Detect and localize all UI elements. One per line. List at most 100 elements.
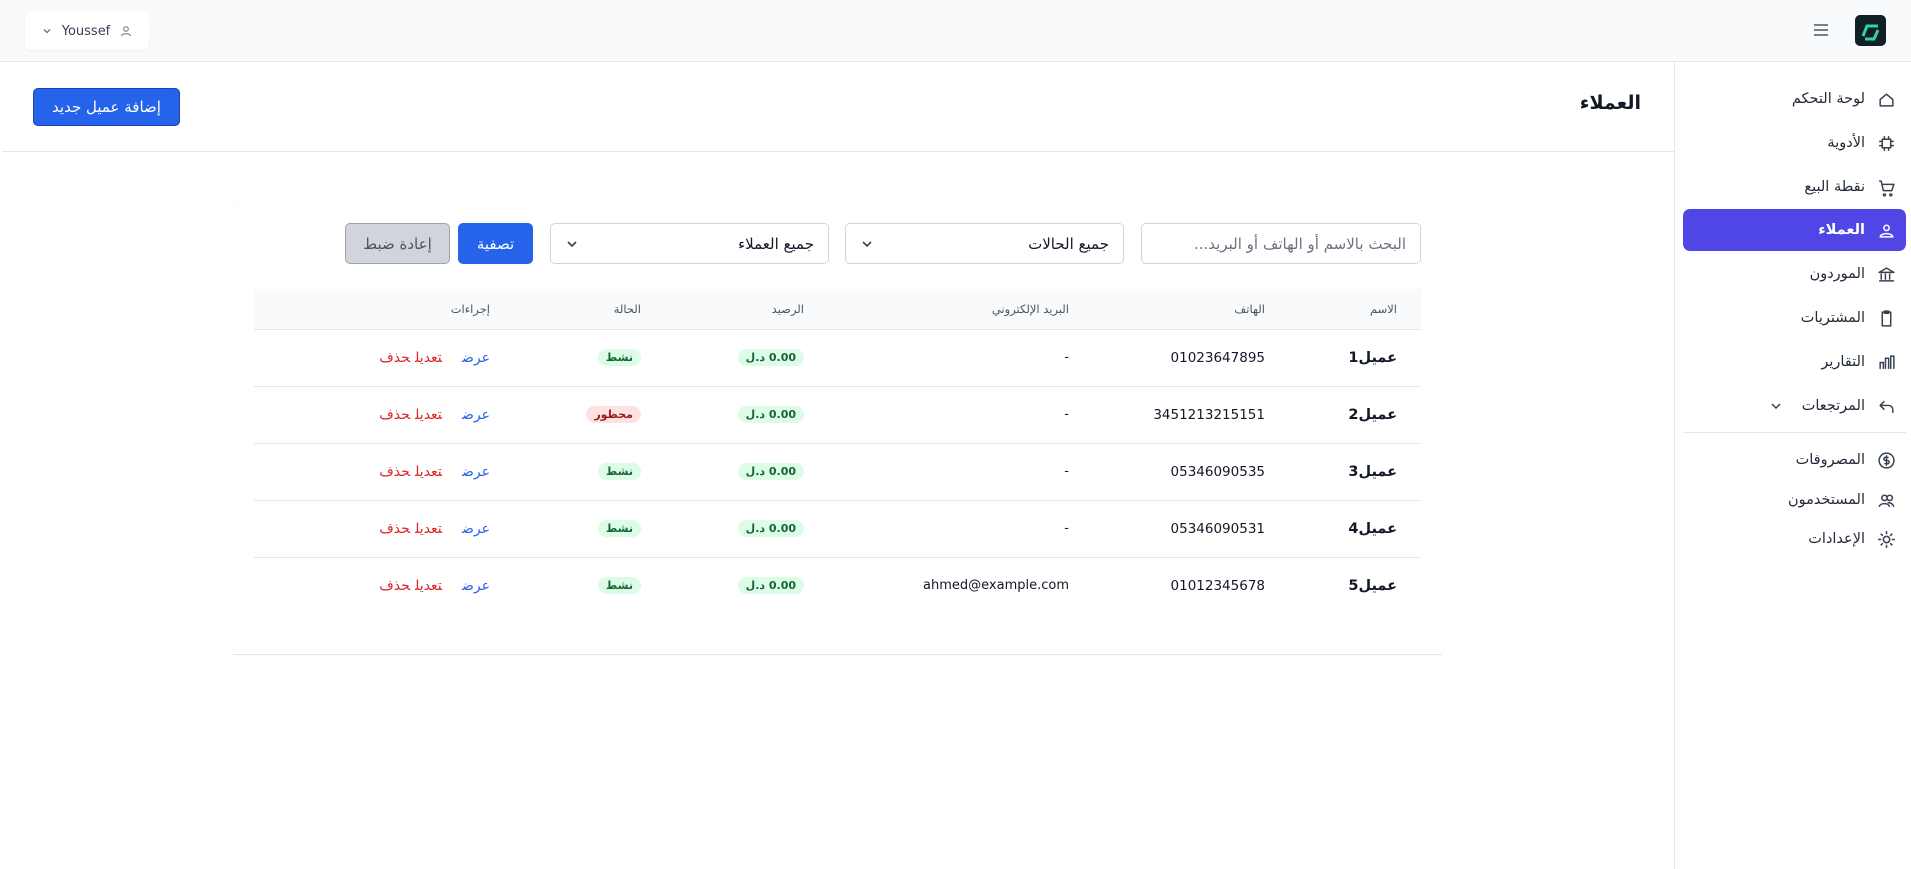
nav-item[interactable]: الأدوية	[1683, 122, 1906, 164]
chevron	[1771, 403, 1781, 410]
delete-link[interactable]: حذف	[379, 349, 411, 366]
actions-cell: عرض تعديلحذف	[254, 385, 514, 443]
nav-item[interactable]: التقارير	[1683, 341, 1906, 383]
table-row: عميل4 05346090531- 0.00 د.ل نشط عرض تعديلحذف	[254, 499, 1421, 557]
reset-button[interactable]: إعادة ضبط	[345, 223, 450, 264]
status-select[interactable]: جميع الحالات	[845, 223, 1124, 264]
view-link[interactable]: عرض	[462, 577, 490, 594]
nav-label: لوحة التحكم	[1791, 91, 1865, 107]
delete-link[interactable]: حذف	[379, 406, 411, 423]
view-link[interactable]: عرض	[462, 349, 490, 366]
delete-link[interactable]: حذف	[379, 520, 411, 537]
nav-label: المرتجعات	[1801, 398, 1865, 414]
nav-item[interactable]: نقطة البيع	[1683, 166, 1906, 208]
status-badge: نشط	[597, 520, 641, 537]
search-input[interactable]: البحث بالاسم أو الهاتف أو البريد...	[1141, 223, 1421, 264]
customer-phone: 05346090531	[1093, 499, 1289, 557]
nav-label: المشتريات	[1800, 310, 1865, 326]
edit-link[interactable]: تعديل	[415, 577, 443, 594]
top-bar: Youssef	[0, 0, 1911, 62]
view-link[interactable]: عرض	[462, 406, 490, 423]
sidebar: لوحة التحكم الأدوية نقطة البيع العملاء المور…	[1674, 62, 1911, 869]
nav-item[interactable]: المستخدمون	[1683, 479, 1906, 521]
user-menu[interactable]: Youssef	[25, 12, 149, 50]
edit-link[interactable]: تعديل	[415, 463, 443, 480]
nav-item[interactable]: المصروفات	[1683, 439, 1906, 481]
icon-shape	[1879, 135, 1894, 151]
customer-email: -	[828, 385, 1093, 443]
table-row: عميل5 01012345678 ahmed@example.com 0.00 د.…	[254, 556, 1421, 614]
icon-shape	[1878, 266, 1895, 282]
delete-link[interactable]: حذف	[379, 463, 411, 480]
nav-icon	[1878, 266, 1895, 282]
nav-label: العملاء	[1818, 222, 1865, 238]
edit-link[interactable]: تعديل	[415, 520, 443, 537]
menu-toggle[interactable]	[1812, 21, 1830, 39]
balance-cell: 0.00 د.ل	[665, 556, 828, 614]
balance-badge: 0.00 د.ل	[737, 349, 804, 366]
nav-icon	[1878, 451, 1895, 469]
status-badge: محظور	[586, 406, 641, 423]
customer-select[interactable]: جميع العملاء	[550, 223, 829, 264]
icon-shape	[1879, 354, 1895, 369]
nav-icon	[1879, 354, 1895, 369]
add-customer-button[interactable]: إضافة عميل جديد	[33, 88, 180, 126]
balance-cell: 0.00 د.ل	[665, 442, 828, 500]
status-cell: نشط	[514, 556, 665, 614]
nav-icon	[1879, 135, 1894, 151]
column-header: الحالة	[514, 289, 665, 329]
nav-item[interactable]: الموردون	[1683, 253, 1906, 295]
column-header: الرصيد	[665, 289, 828, 329]
view-link[interactable]: عرض	[462, 520, 490, 537]
actions-cell: عرض تعديلحذف	[254, 499, 514, 557]
nav-icon	[1878, 530, 1895, 548]
delete-link[interactable]: حذف	[379, 577, 411, 594]
customer-name: عميل1	[1289, 328, 1421, 386]
filter-button[interactable]: تصفية	[458, 223, 533, 264]
nav-label: الإعدادات	[1808, 531, 1865, 547]
icon-shape	[1881, 309, 1892, 327]
edit-link[interactable]: تعديل	[415, 406, 443, 423]
page-title: العملاء	[1579, 92, 1641, 114]
nav-icon	[1881, 309, 1892, 327]
status-select-label: جميع الحالات	[1028, 234, 1109, 253]
actions-cell: عرض تعديلحذف	[254, 556, 514, 614]
balance-badge: 0.00 د.ل	[737, 520, 804, 537]
status-cell: نشط	[514, 328, 665, 386]
icon-shape	[1879, 223, 1894, 238]
nav-item[interactable]: العملاء	[1683, 209, 1906, 251]
header-row: الاسم الهاتف البريد الإلكتروني الرصيد الحالة…	[254, 289, 1421, 329]
customer-email: ahmed@example.com	[828, 556, 1093, 614]
nav-label: الموردون	[1809, 266, 1865, 282]
column-header: الاسم	[1289, 289, 1421, 329]
customer-select-label: جميع العملاء	[738, 234, 814, 253]
customer-phone: 3451213215151	[1093, 385, 1289, 443]
nav-item[interactable]: المرتجعات	[1683, 385, 1906, 433]
table-row: عميل2 3451213215151- 0.00 د.ل محظور عرض تعديل…	[254, 385, 1421, 443]
customers-table: الاسم الهاتف البريد الإلكتروني الرصيد الحالة…	[254, 289, 1421, 614]
customer-name: عميل2	[1289, 385, 1421, 443]
customer-name: عميل5	[1289, 556, 1421, 614]
icon-shape	[1878, 451, 1895, 469]
status-badge: نشط	[597, 463, 641, 480]
nav-item[interactable]: المشتريات	[1683, 297, 1906, 339]
view-link[interactable]: عرض	[462, 463, 490, 480]
nav-item[interactable]: لوحة التحكم	[1683, 78, 1906, 120]
nav-icon	[1879, 92, 1894, 107]
nav-item[interactable]: الإعدادات	[1683, 518, 1906, 560]
customer-phone: 01023647895	[1093, 328, 1289, 386]
customer-phone: 01012345678	[1093, 556, 1289, 614]
nav-label: المستخدمون	[1787, 492, 1865, 508]
nav-icon	[1879, 400, 1894, 413]
balance-badge: 0.00 د.ل	[737, 406, 804, 423]
icon-shape	[1879, 179, 1895, 197]
column-header: البريد الإلكتروني	[828, 289, 1093, 329]
nav-label: التقارير	[1821, 354, 1865, 370]
table-row: عميل1 01023647895- 0.00 د.ل نشط عرض تعديلحذف	[254, 328, 1421, 386]
edit-link[interactable]: تعديل	[415, 349, 443, 366]
chevron-icon	[862, 240, 872, 247]
balance-cell: 0.00 د.ل	[665, 328, 828, 386]
customer-email: -	[828, 442, 1093, 500]
nav-icon	[1879, 223, 1894, 238]
